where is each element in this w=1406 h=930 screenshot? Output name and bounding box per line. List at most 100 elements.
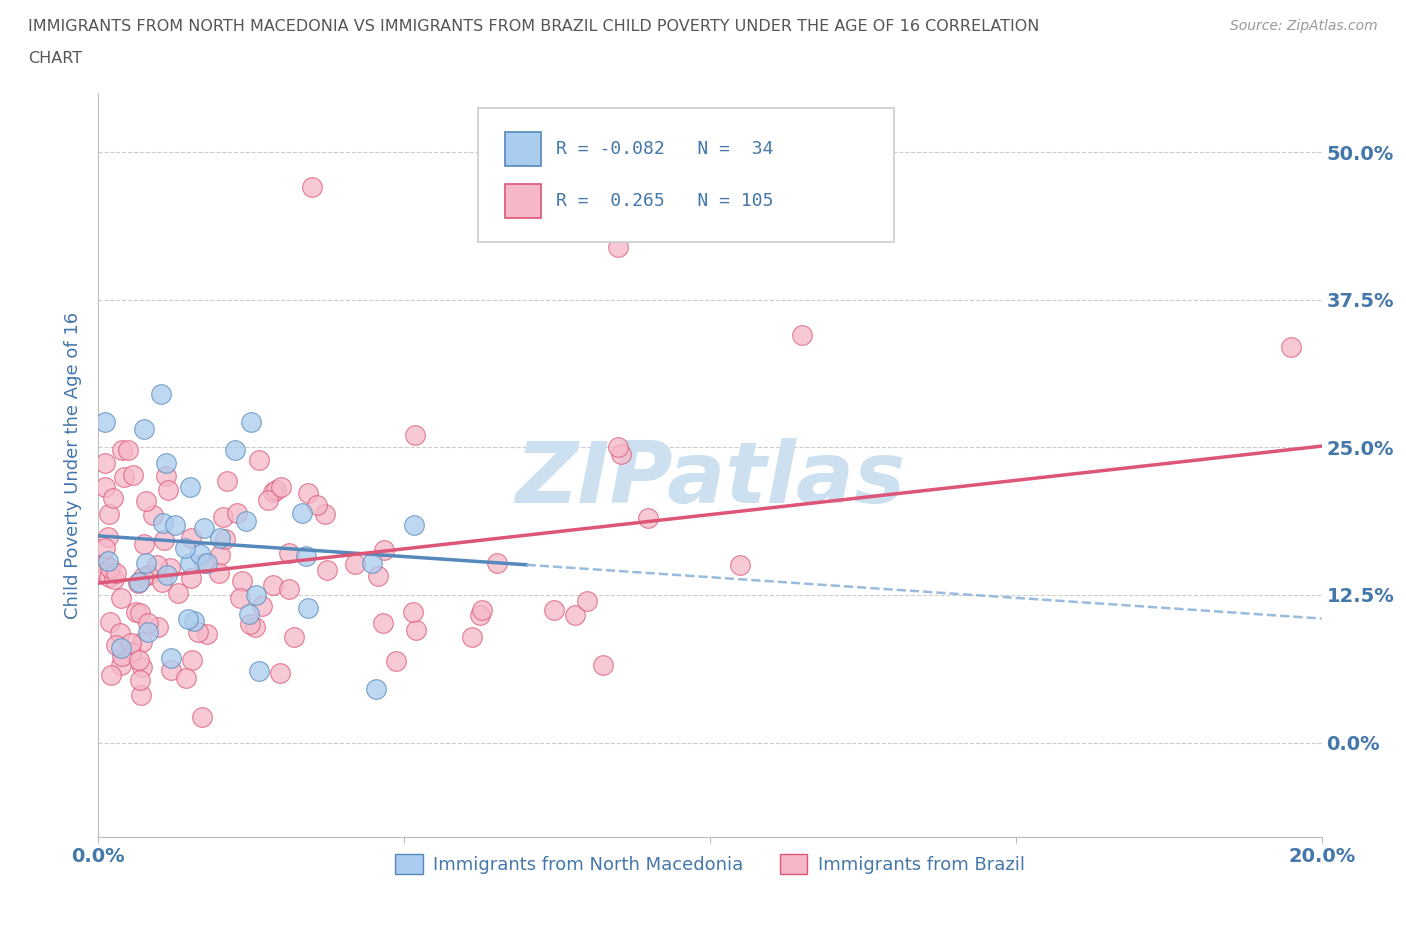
Point bbox=[180, 531, 202, 546]
Point bbox=[128, 652, 150, 667]
Point bbox=[195, 556, 218, 571]
Point bbox=[100, 615, 122, 630]
Point bbox=[93, 414, 115, 429]
Point bbox=[142, 507, 165, 522]
Point bbox=[103, 572, 125, 587]
Point bbox=[136, 568, 159, 583]
Point bbox=[610, 446, 633, 461]
Point bbox=[277, 545, 299, 560]
Point bbox=[97, 529, 120, 544]
Point bbox=[160, 650, 183, 665]
Point bbox=[129, 688, 152, 703]
Point bbox=[93, 556, 115, 571]
Point bbox=[404, 428, 426, 443]
FancyBboxPatch shape bbox=[505, 132, 541, 166]
Point bbox=[402, 604, 425, 619]
Point bbox=[606, 440, 628, 455]
Point bbox=[177, 612, 200, 627]
Point bbox=[315, 563, 337, 578]
Point bbox=[256, 493, 278, 508]
Point bbox=[208, 565, 231, 580]
Point bbox=[790, 327, 813, 342]
Point bbox=[262, 485, 284, 499]
Point bbox=[195, 627, 218, 642]
Text: CHART: CHART bbox=[28, 51, 82, 66]
Point bbox=[167, 586, 190, 601]
Point bbox=[305, 498, 328, 512]
Point bbox=[366, 682, 388, 697]
Point bbox=[211, 510, 233, 525]
Point bbox=[180, 571, 202, 586]
Point bbox=[105, 638, 128, 653]
Point bbox=[224, 443, 246, 458]
Text: Source: ZipAtlas.com: Source: ZipAtlas.com bbox=[1230, 19, 1378, 33]
Point bbox=[373, 542, 395, 557]
Point bbox=[93, 479, 115, 494]
Point bbox=[131, 635, 153, 650]
Point bbox=[146, 558, 169, 573]
Point bbox=[592, 658, 614, 672]
Point bbox=[97, 569, 120, 584]
Point bbox=[269, 666, 291, 681]
Point bbox=[209, 530, 232, 545]
Point bbox=[214, 531, 236, 546]
Point bbox=[1279, 339, 1302, 354]
Point bbox=[120, 644, 142, 659]
Point bbox=[245, 619, 267, 634]
Point bbox=[183, 613, 205, 628]
Point bbox=[314, 506, 336, 521]
Point bbox=[117, 443, 139, 458]
Point bbox=[262, 578, 284, 592]
Point bbox=[371, 616, 394, 631]
Point bbox=[250, 599, 273, 614]
Point bbox=[132, 536, 155, 551]
FancyBboxPatch shape bbox=[478, 108, 894, 242]
Point bbox=[239, 617, 262, 631]
Point bbox=[360, 555, 382, 570]
Point bbox=[543, 603, 565, 618]
Point bbox=[238, 606, 260, 621]
Point bbox=[225, 506, 247, 521]
Point bbox=[235, 513, 257, 528]
Point bbox=[277, 581, 299, 596]
Point bbox=[112, 470, 135, 485]
Point bbox=[461, 630, 484, 644]
Text: R = -0.082   N =  34: R = -0.082 N = 34 bbox=[555, 140, 773, 158]
Point bbox=[240, 415, 263, 430]
Point bbox=[132, 569, 155, 584]
Point bbox=[97, 554, 120, 569]
Point bbox=[343, 556, 366, 571]
Point bbox=[229, 591, 252, 605]
Point bbox=[136, 625, 159, 640]
Point bbox=[101, 490, 124, 505]
Point bbox=[159, 561, 181, 576]
Point bbox=[128, 605, 150, 620]
Point bbox=[190, 710, 212, 724]
Point bbox=[163, 517, 186, 532]
Point bbox=[283, 630, 305, 644]
Point bbox=[294, 549, 316, 564]
Point bbox=[174, 540, 197, 555]
Point bbox=[129, 672, 152, 687]
Point bbox=[728, 557, 751, 572]
Point bbox=[485, 555, 508, 570]
Y-axis label: Child Poverty Under the Age of 16: Child Poverty Under the Age of 16 bbox=[65, 312, 83, 618]
Point bbox=[181, 653, 204, 668]
Point bbox=[174, 671, 197, 685]
Point bbox=[217, 473, 239, 488]
Point bbox=[98, 561, 121, 576]
Point bbox=[135, 555, 157, 570]
Point bbox=[471, 603, 494, 618]
Point bbox=[405, 622, 427, 637]
Point bbox=[150, 575, 173, 590]
Text: ZIPatlas: ZIPatlas bbox=[515, 438, 905, 522]
Point bbox=[121, 468, 143, 483]
Point bbox=[111, 648, 134, 663]
Legend: Immigrants from North Macedonia, Immigrants from Brazil: Immigrants from North Macedonia, Immigra… bbox=[388, 847, 1032, 882]
Point bbox=[575, 593, 598, 608]
Point bbox=[108, 625, 131, 640]
Point bbox=[193, 520, 215, 535]
Point bbox=[188, 547, 211, 562]
Point bbox=[247, 663, 270, 678]
Text: R =  0.265   N = 105: R = 0.265 N = 105 bbox=[555, 192, 773, 210]
